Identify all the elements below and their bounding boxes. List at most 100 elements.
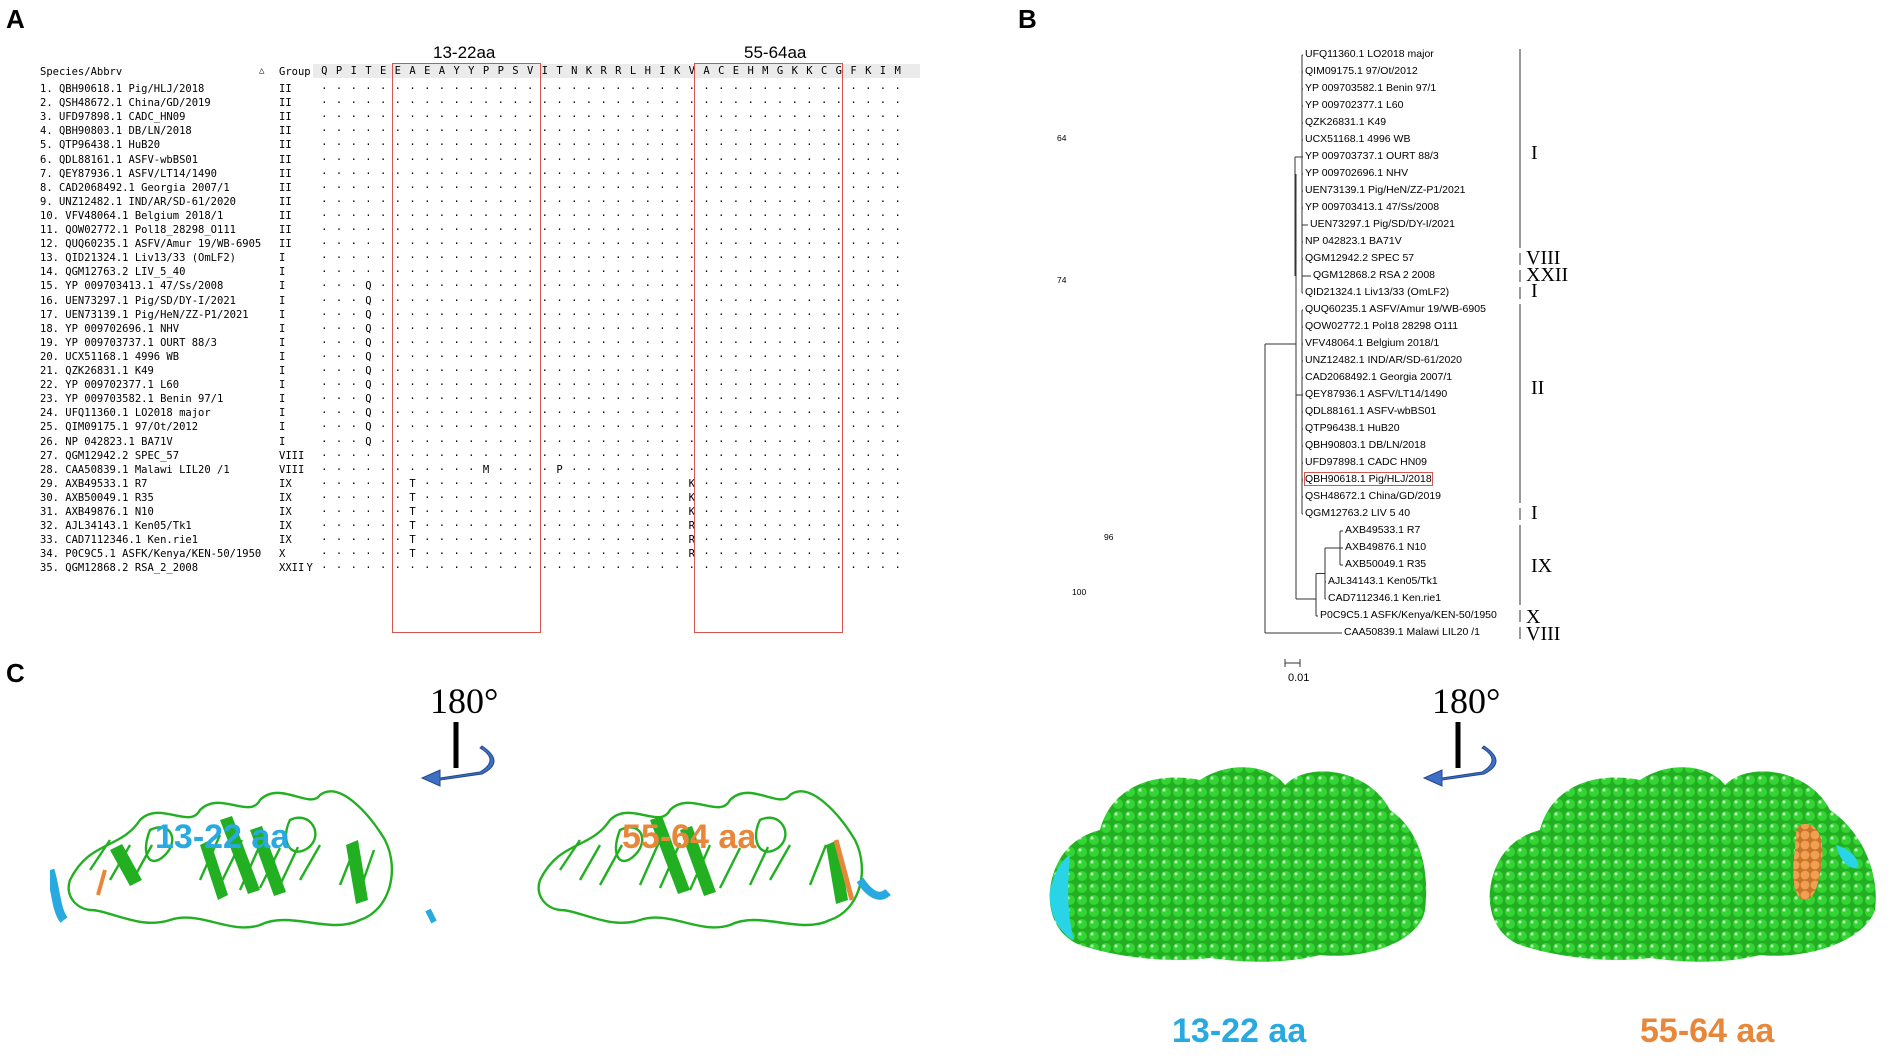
identity-dot: ·	[541, 83, 548, 95]
group-label: I	[279, 393, 286, 406]
species-label: 10. VFV48064.1 Belgium 2018/1	[40, 209, 224, 222]
identity-dot: ·	[791, 252, 798, 265]
tree-leaf-label: VFV48064.1 Belgium 2018/1	[1305, 337, 1440, 349]
identity-dot: ·	[350, 252, 357, 265]
identity-dot: ·	[409, 167, 416, 180]
identity-dot: ·	[571, 407, 578, 420]
identity-dot: ·	[629, 181, 637, 194]
identity-dot: ·	[659, 153, 666, 166]
identity-dot: ·	[747, 224, 754, 236]
identity-dot: ·	[747, 407, 754, 420]
identity-dot: ·	[776, 209, 784, 222]
identity-dot: ·	[585, 379, 593, 392]
identity-dot: ·	[673, 181, 681, 194]
identity-dot: ·	[894, 463, 901, 476]
identity-dot: ·	[879, 209, 887, 222]
species-label: 6. QDL88161.1 ASFV-wbBS01	[40, 153, 199, 166]
identity-dot: ·	[438, 520, 446, 533]
identity-dot: ·	[644, 421, 651, 434]
identity-dot: ·	[379, 365, 387, 377]
identity-dot: ·	[600, 534, 607, 547]
identity-dot: ·	[762, 97, 769, 110]
identity-dot: ·	[394, 449, 401, 462]
identity-dot: ·	[615, 435, 622, 448]
species-label: 9. UNZ12482.1 IND/AR/SD-61/2020	[40, 195, 236, 208]
identity-dot: ·	[659, 280, 666, 293]
identity-dot: ·	[835, 435, 842, 448]
identity-dot: ·	[615, 491, 622, 504]
identity-dot: ·	[424, 139, 431, 152]
identity-dot: ·	[335, 224, 343, 236]
identity-dot: ·	[762, 449, 769, 462]
identity-dot: ·	[365, 139, 372, 152]
identity-dot: ·	[497, 167, 504, 180]
identity-dot: ·	[806, 506, 813, 518]
identity-dot: ·	[894, 153, 901, 166]
identity-dot: ·	[659, 125, 666, 138]
identity-dot: ·	[497, 83, 504, 95]
identity-dot: ·	[629, 350, 637, 363]
identity-dot: ·	[673, 111, 681, 124]
identity-dot: ·	[394, 350, 401, 363]
identity-dot: ·	[879, 477, 887, 490]
identity-dot: ·	[806, 139, 813, 152]
identity-dot: ·	[703, 125, 710, 138]
identity-dot: ·	[776, 393, 784, 406]
identity-dot: ·	[894, 266, 901, 279]
identity-dot: ·	[747, 195, 754, 208]
identity-dot: ·	[673, 449, 681, 462]
identity-dot: ·	[497, 548, 504, 561]
identity-dot: ·	[394, 322, 401, 335]
identity-dot: ·	[585, 506, 593, 518]
identity-dot: ·	[659, 97, 666, 110]
identity-dot: ·	[615, 139, 622, 152]
residue-header-cell: M	[762, 65, 769, 77]
identity-dot: ·	[835, 491, 842, 504]
identity-dot: ·	[820, 209, 828, 222]
identity-dot: ·	[850, 294, 857, 307]
identity-dot: ·	[468, 167, 475, 180]
identity-dot: ·	[806, 97, 813, 110]
identity-dot: ·	[438, 477, 446, 490]
identity-dot: ·	[850, 111, 857, 124]
identity-dot: ·	[335, 209, 343, 222]
identity-dot: ·	[453, 407, 460, 420]
identity-dot: ·	[747, 350, 754, 363]
identity-dot: ·	[556, 449, 563, 462]
identity-dot: ·	[791, 506, 798, 518]
identity-dot: ·	[365, 252, 372, 265]
identity-dot: ·	[585, 407, 593, 420]
identity-dot: ·	[512, 506, 519, 518]
identity-dot: ·	[806, 280, 813, 293]
identity-dot: ·	[820, 111, 828, 124]
identity-dot: ·	[776, 435, 784, 448]
group-label: IX	[279, 520, 292, 533]
identity-dot: ·	[571, 238, 578, 251]
identity-dot: ·	[571, 322, 578, 335]
residue-header-cell: F	[850, 65, 857, 77]
identity-dot: ·	[776, 350, 784, 363]
identity-dot: ·	[335, 252, 343, 265]
sort-triangle-icon[interactable]: △	[259, 66, 265, 76]
tree-leaf-label: QTP96438.1 HuB20	[1305, 422, 1400, 434]
identity-dot: ·	[438, 562, 446, 575]
identity-dot: ·	[659, 322, 666, 335]
identity-dot: ·	[526, 435, 534, 448]
clade-label-VIII-low: VIII	[1526, 623, 1561, 645]
identity-dot: ·	[879, 350, 887, 363]
identity-dot: ·	[409, 336, 416, 349]
identity-dot: ·	[791, 294, 798, 307]
identity-dot: ·	[482, 477, 490, 490]
residue-header-cell: A	[703, 65, 710, 77]
identity-dot: ·	[894, 111, 901, 124]
tree-leaf-label: AXB49533.1 R7	[1345, 524, 1421, 536]
identity-dot: ·	[776, 449, 784, 462]
identity-dot: ·	[659, 83, 666, 95]
identity-dot: ·	[585, 294, 593, 307]
identity-dot: ·	[644, 548, 651, 561]
species-label: 2. QSH48672.1 China/GD/2019	[40, 97, 211, 110]
identity-dot: ·	[879, 125, 887, 138]
identity-dot: ·	[482, 350, 490, 363]
identity-dot: ·	[497, 449, 504, 462]
identity-dot: ·	[703, 350, 710, 363]
